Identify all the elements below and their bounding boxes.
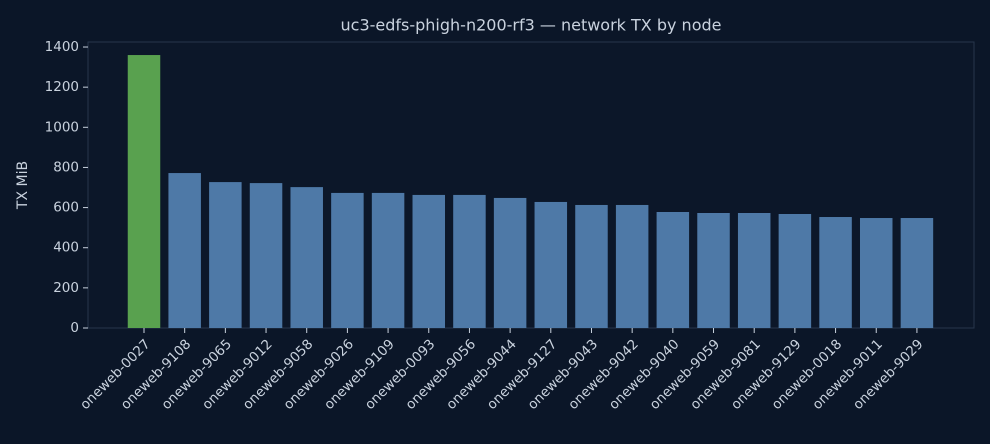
y-tick-label: 800 xyxy=(53,159,79,175)
x-tick-label: oneweb-9011 xyxy=(809,336,886,413)
y-tick-label: 600 xyxy=(53,200,79,216)
x-tick-label: oneweb-9043 xyxy=(525,336,602,413)
bar xyxy=(412,194,446,328)
x-tick-label: oneweb-9026 xyxy=(281,336,358,413)
y-tick-label: 1000 xyxy=(45,119,79,135)
x-tick-label: oneweb-9042 xyxy=(565,336,642,413)
bar xyxy=(900,218,934,328)
bar xyxy=(778,214,812,328)
y-tick-label: 1200 xyxy=(45,79,79,95)
y-axis-label: TX MiB xyxy=(15,161,31,210)
x-tick-label: oneweb-9065 xyxy=(158,336,235,413)
x-tick-label: oneweb-9056 xyxy=(403,336,480,413)
bar xyxy=(331,192,364,328)
x-tick-label: oneweb-9127 xyxy=(484,336,561,413)
y-tick-label: 0 xyxy=(70,320,79,336)
bar xyxy=(697,212,730,328)
x-tick-label: oneweb-9108 xyxy=(118,336,195,413)
x-tick-label: oneweb-0027 xyxy=(77,336,154,413)
y-tick-label: 200 xyxy=(53,280,79,296)
bar xyxy=(819,217,852,328)
x-tick-label: oneweb-9029 xyxy=(850,336,927,413)
x-tick-label: oneweb-9129 xyxy=(728,336,805,413)
x-tick-label: oneweb-9059 xyxy=(647,336,724,413)
bar xyxy=(371,192,405,328)
x-tick-label: oneweb-0093 xyxy=(362,336,439,413)
bar xyxy=(575,204,608,328)
bar xyxy=(168,173,201,328)
bar xyxy=(290,187,323,328)
bar xyxy=(737,212,771,328)
x-tick-label: oneweb-9012 xyxy=(199,336,276,413)
bar xyxy=(615,204,649,328)
y-tick-label: 1400 xyxy=(45,39,79,55)
chart-title: uc3-edfs-phigh-n200-rf3 — network TX by … xyxy=(341,16,722,35)
x-tick-label: oneweb-9081 xyxy=(687,336,764,413)
y-tick-label: 400 xyxy=(53,240,79,256)
bar xyxy=(209,182,242,328)
bar xyxy=(534,201,568,328)
bar xyxy=(859,218,893,328)
bar xyxy=(453,194,486,328)
bar xyxy=(249,183,283,328)
x-tick-label: oneweb-9044 xyxy=(443,336,520,413)
bar xyxy=(127,55,161,328)
bar xyxy=(656,211,690,328)
x-tick-label: oneweb-0018 xyxy=(769,336,846,413)
bar xyxy=(493,197,527,328)
x-tick-label: oneweb-9109 xyxy=(321,336,398,413)
x-tick-label: oneweb-9058 xyxy=(240,336,317,413)
x-tick-label: oneweb-9040 xyxy=(606,336,683,413)
